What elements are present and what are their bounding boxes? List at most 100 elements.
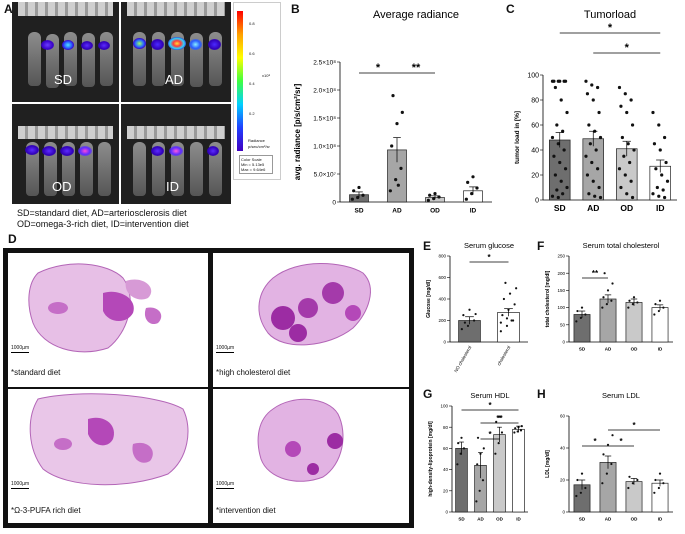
chart-f-point — [657, 309, 660, 313]
chart-f-ylabel: total cholesterol [mg/dl] — [545, 270, 551, 327]
chart-h-point — [602, 453, 605, 456]
chart-c-title: Tumorload — [584, 9, 636, 21]
lung-section-high-cholesterol — [258, 263, 371, 346]
chart-c-point — [553, 173, 557, 177]
ivis-label-od: OD — [52, 179, 72, 194]
chart-b-point — [400, 110, 404, 114]
chart-f-bar — [599, 298, 617, 343]
chart-c-category-label: OD — [620, 203, 633, 213]
chart-f-point — [579, 316, 582, 320]
chart-h-ylabel: LDL [mg/dl] — [545, 450, 551, 478]
chart-h-point — [579, 491, 582, 494]
color-scale-max: Max = 9.64e6 — [241, 167, 266, 172]
chart-g-bar — [455, 448, 468, 513]
chart-g-category-label: ID — [516, 517, 521, 522]
chart-b-category-label: ID — [470, 208, 477, 215]
chart-h-point — [627, 486, 630, 490]
chart-g-point — [498, 415, 501, 418]
chart-e: Serum glucose Glucose [mg/dl] 0 200 400 600 80… — [426, 241, 528, 373]
chart-b-point — [357, 185, 361, 190]
chart-c-point — [556, 142, 560, 146]
ivis-label-sd: SD — [54, 72, 73, 87]
chart-b-sig-label: * — [376, 62, 381, 74]
chart-h: Serum LDL LDL [mg/dl] 0 20 40 60 SD AD OD ID * * * — [545, 391, 673, 522]
chart-c-point — [597, 110, 601, 115]
chart-e-point — [505, 317, 509, 320]
chart-g-point — [500, 431, 504, 434]
chart-h-point — [576, 478, 579, 482]
diet-legend-line-2: OD=omega-3-rich diet, ID=intervention di… — [17, 219, 189, 229]
scale-bar-label-3: 1000µm — [11, 481, 30, 487]
chart-g-point — [476, 436, 480, 439]
chart-g-bar — [493, 434, 506, 513]
chart-e-title: Serum glucose — [464, 241, 514, 250]
chart-e-point — [499, 330, 502, 333]
chart-e-point — [502, 297, 506, 301]
colorbar-tick-2: 0.6 — [249, 51, 255, 56]
chart-h-category-label: OD — [631, 517, 639, 522]
chart-c-point — [628, 160, 632, 165]
histology-high-cholesterol: 1000µm *high cholesterol diet — [213, 253, 409, 387]
chart-f: Serum total cholesterol total cholesterol… — [545, 241, 673, 352]
chart-e-point — [499, 321, 502, 324]
chart-c-point — [558, 160, 562, 165]
panel-letter-b: B — [291, 2, 300, 16]
chart-e-category-label: NO cholesterol — [453, 345, 472, 373]
chart-b-point — [396, 183, 400, 187]
chart-g-category-label: SD — [458, 517, 465, 522]
chart-h-point — [584, 486, 587, 490]
chart-e-ytick-label: 800 — [438, 254, 446, 259]
chart-b-category-label: AD — [392, 208, 402, 215]
chart-f-ytick-label: 150 — [557, 288, 565, 293]
chart-g-point — [475, 500, 478, 503]
chart-b-ytick-label: 5.0×10⁷ — [314, 171, 337, 178]
chart-c-category-label: ID — [656, 203, 665, 213]
colorbar-scale-box: Color Scale Min = 5.13e5 Max = 9.64e6 — [239, 155, 273, 174]
chart-h-point — [601, 482, 604, 485]
chart-c-point — [555, 188, 559, 192]
chart-c-point — [629, 179, 633, 183]
chart-c-point — [617, 167, 622, 171]
chart-b-point — [399, 166, 403, 170]
chart-c-point — [623, 92, 627, 96]
chart-b-point — [352, 189, 356, 193]
chart-g-ytick-label: 60 — [443, 446, 449, 451]
chart-h-bar — [651, 482, 669, 513]
panel-letter-f: F — [537, 239, 545, 253]
ivis-label-id: ID — [166, 179, 179, 194]
chart-h-point — [657, 486, 660, 490]
panel-letter-g: G — [423, 387, 433, 401]
chart-c-point — [626, 142, 630, 146]
chart-g: Serum HDL high-density-lipoprotein [mg/dl… — [428, 391, 528, 522]
chart-f-point — [631, 303, 634, 306]
chart-c-point — [562, 148, 566, 152]
chart-f-point — [610, 299, 613, 302]
chart-c-point — [555, 123, 559, 127]
chart-e-ytick-label: 0 — [443, 340, 446, 345]
chart-g-ytick-label: 40 — [443, 467, 449, 472]
chart-g-point — [520, 425, 523, 428]
lung-section-omega3 — [29, 393, 189, 486]
colorbar-tick-1: 0.8 — [249, 21, 255, 26]
chart-e-point — [504, 281, 507, 284]
chart-g-ytick-label: 20 — [443, 488, 449, 493]
chart-f-point — [627, 306, 630, 309]
chart-c-point — [552, 154, 556, 158]
chart-h-point — [610, 462, 613, 466]
chart-g-point — [462, 447, 466, 450]
chart-c-point — [585, 92, 590, 96]
chart-c-ytick-label: 60 — [531, 122, 539, 129]
panel-letter-e: E — [423, 239, 432, 253]
ivis-image-ad: AD — [121, 2, 231, 102]
chart-b-category-label: OD — [430, 208, 440, 215]
chart-g-point — [481, 479, 485, 482]
ivis-image-od: OD — [12, 104, 119, 204]
histology-omega3: 1000µm *Ω-3-PUFA rich diet — [8, 389, 208, 523]
chart-b-point — [388, 189, 392, 193]
chart-h-category-label: ID — [658, 517, 663, 522]
chart-c-point — [587, 192, 591, 196]
chart-f-point — [628, 299, 631, 302]
chart-h-category-label: AD — [605, 517, 612, 522]
chart-e-point — [515, 287, 518, 290]
chart-e-point — [474, 312, 477, 316]
